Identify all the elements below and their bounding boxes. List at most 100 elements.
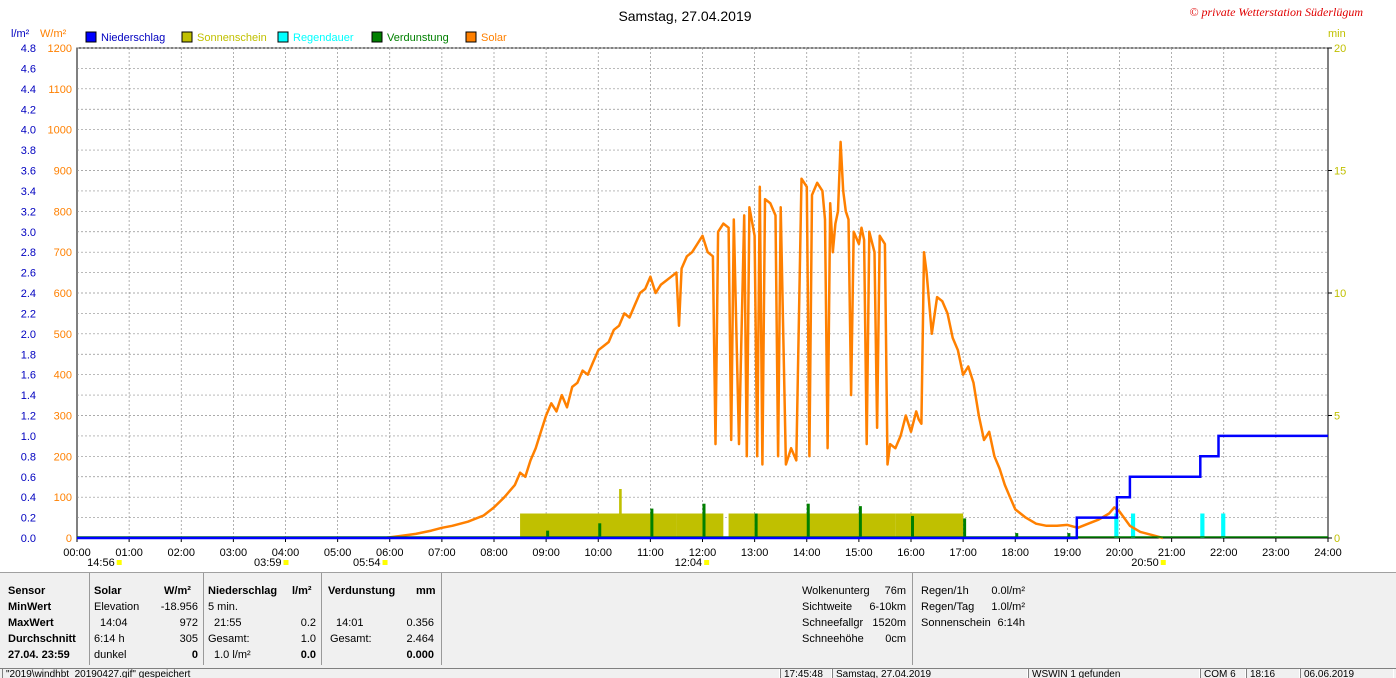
x-tick-label: 23:00 [1262,547,1290,559]
status-time: 17:45:48 [780,669,832,678]
x-tick-label: 03:00 [220,547,248,559]
y-min-tick-label: 20 [1334,43,1346,55]
time-marker-label: 03:59 [254,557,282,569]
solar-avg-value: 305 [179,633,198,645]
y-solar-tick-label: 1100 [48,84,72,96]
y-rain-tick-label: 0.8 [21,451,36,463]
y-rain-tick-label: 4.0 [21,125,36,137]
x-tick-label: 22:00 [1210,547,1238,559]
x-tick-label: 06:00 [376,547,404,559]
solar-min-value: -18.956 [160,601,198,613]
sunshine-bar [676,513,724,538]
x-tick-label: 13:00 [741,547,769,559]
legend-swatch [465,31,477,43]
cloud-base-value: 76m [884,585,906,597]
y-rain-tick-label: 0.6 [21,472,36,484]
y-min-tick-label: 15 [1334,166,1346,178]
y-solar-axis-label: W/m² [40,28,67,40]
y-min-tick-label: 5 [1334,411,1340,423]
status-today: 06.06.2019 [1300,669,1394,678]
rain-day-value: 1.0l/m² [991,601,1025,613]
x-tick-label: 19:00 [1054,547,1082,559]
rain-sum-value: 0.0 [300,649,316,661]
y-solar-tick-label: 500 [54,329,72,341]
x-tick-label: 16:00 [897,547,925,559]
evaporation-bar [1067,533,1071,538]
legend-label: Sonnenschein [197,32,267,44]
x-tick-label: 15:00 [845,547,873,559]
y-rain-tick-label: 1.2 [21,411,36,423]
y-rain-axis-label: l/m² [11,28,30,40]
y-solar-tick-label: 600 [54,288,72,300]
time-marker [116,560,122,565]
time-marker [283,560,289,565]
min-label: MinWert [8,601,52,613]
y-solar-tick-label: 700 [54,247,72,259]
y-rain-tick-label: 2.8 [21,247,36,259]
y-min-tick-label: 10 [1334,288,1346,300]
x-tick-label: 07:00 [428,547,456,559]
rain-duration-bar [1200,513,1205,538]
x-tick-label: 09:00 [532,547,560,559]
time-marker-label: 14:56 [87,557,115,569]
x-tick-label: 02:00 [167,547,195,559]
y-min-axis-label: min [1328,28,1346,40]
sunshine-bar [754,513,896,538]
x-tick-label: 12:00 [689,547,717,559]
x-tick-label: 18:00 [1001,547,1029,559]
evaporation-bar [650,508,654,538]
rain-interval: 5 min. [208,601,238,613]
status-wswin: WSWIN 1 gefunden [1028,669,1200,678]
sunshine-bar [895,513,964,538]
time-marker-label: 20:50 [1131,557,1159,569]
status-clock: 18:16 [1246,669,1300,678]
y-rain-tick-label: 3.6 [21,166,36,178]
cloud-column: Wolkenunterg 76m Sichtweite 6-10km Schneef… [794,573,912,665]
status-com: COM 6 [1200,669,1246,678]
y-rain-tick-label: 3.8 [21,145,36,157]
x-tick-label: 00:00 [63,547,91,559]
chart-area: 00:00 01:00 02:00 03:00 04:00 05:00 06:00 07:00… [11,5,1364,569]
time-marker-label: 12:04 [675,557,703,569]
x-tick-label: 04:00 [272,547,300,559]
max-label: MaxWert [8,617,54,629]
sensor-column: Sensor MinWert MaxWert Durchschnitt 27.0… [0,573,90,665]
evaporation-bar [598,523,602,538]
evaporation-bar [546,530,550,538]
rain-line [77,434,1328,540]
x-tick-label: 05:00 [324,547,352,559]
evap-header: Verdunstung [328,585,396,597]
solar-column: Solar W/m² Elevation -18.956 14:04 972 6:14… [90,573,204,665]
rain-duration-bar [1130,513,1136,538]
evaporation-bar [963,518,967,538]
x-tick-label: 17:00 [949,547,977,559]
evaporation-bar [754,513,758,538]
avg-label: Durchschnitt [8,633,76,645]
rain-day-label: Regen/Tag [921,601,975,613]
x-tick-label: 21:00 [1158,547,1186,559]
rain-total-value: 1.0 [300,633,316,645]
time-marker [704,560,710,565]
evap-unit: mm [416,585,436,597]
y-min-tick-label: 0 [1334,533,1340,545]
y-rain-tick-label: 3.0 [21,227,36,239]
x-tick-label: 08:00 [480,547,508,559]
rain-column: Niederschlag l/m² 5 min. 21:55 0.2 Gesamt:… [204,573,322,665]
visibility-label: Sichtweite [802,601,853,613]
y-solar-tick-label: 300 [54,411,72,423]
watermark: © private Wetterstation Süderlügum [1189,5,1363,19]
weather-chart: 00:00 01:00 02:00 03:00 04:00 05:00 06:00 07:00… [11,5,1363,569]
y-rain-tick-label: 1.0 [21,431,36,443]
y-rain-tick-label: 2.4 [21,288,36,300]
sunshine-bar [619,489,622,538]
snow-depth-value: 0cm [885,633,906,645]
legend-swatch [85,31,97,43]
time-marker [382,560,388,565]
rain-max-time: 21:55 [214,617,242,629]
y-solar-tick-label: 1000 [48,125,72,137]
rain-hour-value: 0.0l/m² [991,585,1025,597]
time-marker-label: 05:54 [353,557,381,569]
sunshine-label: Sonnenschein [921,617,991,629]
rain-duration-bar [1221,513,1226,538]
y-solar-tick-label: 1200 [48,43,72,55]
